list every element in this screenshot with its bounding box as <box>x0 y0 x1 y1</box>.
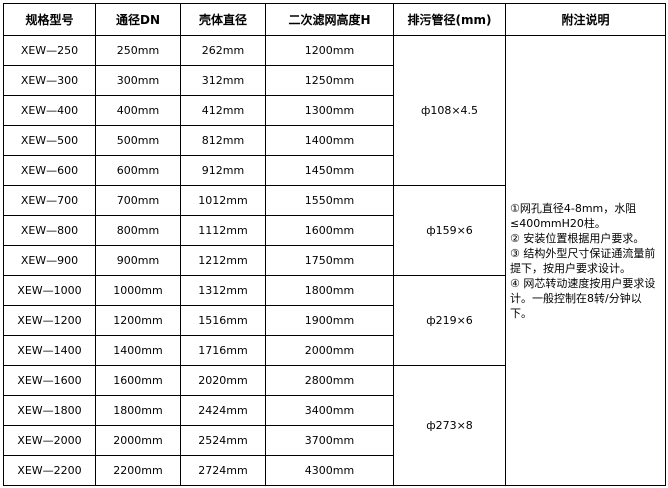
table-cell: 2000mm <box>265 335 394 366</box>
table-cell: 1600mm <box>95 365 181 396</box>
table-cell: 300mm <box>95 65 181 96</box>
table-cell: 700mm <box>95 185 181 216</box>
column-header: 排污管径(mm) <box>393 3 506 36</box>
table-row: XEW—1800 1800mm 2424mm 3400mm <box>3 395 666 426</box>
table-row: XEW—700 700mm 1012mm 1550mm ф159×6 <box>3 185 666 276</box>
table-cell: 400mm <box>95 95 181 126</box>
table-cell: 2200mm <box>95 455 181 486</box>
table-cell: 800mm <box>95 215 181 246</box>
table-cell: XEW—1200 <box>3 305 96 336</box>
column-header: 壳体直径 <box>180 3 266 36</box>
table-cell: 312mm <box>180 65 266 96</box>
table-row: XEW—400 400mm 412mm 1300mm <box>3 95 666 126</box>
drain-diameter-cell: ф159×6 <box>393 185 506 276</box>
table-cell: 1450mm <box>265 155 394 186</box>
table-cell: XEW—500 <box>3 125 96 156</box>
table-cell: 262mm <box>180 35 266 66</box>
table-cell: XEW—1400 <box>3 335 96 366</box>
table-row: XEW—500 500mm 812mm 1400mm <box>3 125 666 156</box>
table-cell: 1750mm <box>265 245 394 276</box>
note-item: ③ 结构外型尺寸保证通流量前提下，按用户要求设计。 <box>510 246 656 275</box>
table-cell: 1600mm <box>265 215 394 246</box>
table-row: XEW—1600 1600mm 2020mm 2800mm ф273×8 <box>3 365 666 486</box>
table-row: XEW—300 300mm 312mm 1250mm <box>3 65 666 96</box>
table-cell: 3700mm <box>265 425 394 456</box>
table-cell: 1212mm <box>180 245 266 276</box>
table-cell: 4300mm <box>265 455 394 486</box>
table-cell: 1716mm <box>180 335 266 366</box>
table-cell: XEW—250 <box>3 35 96 66</box>
table-cell: 1550mm <box>265 185 394 216</box>
table-cell: 1300mm <box>265 95 394 126</box>
table-cell: 2424mm <box>180 395 266 426</box>
column-header: 二次滤网高度H <box>265 3 394 36</box>
table-cell: XEW—1000 <box>3 275 96 306</box>
table-cell: 2800mm <box>265 365 394 396</box>
note-item: ①网孔直径4-8mm，水阻≤400mmH20柱。 <box>510 201 637 230</box>
drain-diameter-cell: ф273×8 <box>393 365 506 486</box>
table-cell: 600mm <box>95 155 181 186</box>
table-cell: 1312mm <box>180 275 266 306</box>
table-cell: 250mm <box>95 35 181 66</box>
table-cell: XEW—2200 <box>3 455 96 486</box>
table-row: XEW—900 900mm 1212mm 1750mm <box>3 245 666 276</box>
table-row: XEW—800 800mm 1112mm 1600mm <box>3 215 666 246</box>
table-cell: XEW—700 <box>3 185 96 216</box>
table-cell: XEW—600 <box>3 155 96 186</box>
column-header: 通径DN <box>95 3 181 36</box>
table-cell: XEW—1800 <box>3 395 96 426</box>
drain-diameter-cell: ф219×6 <box>393 275 506 366</box>
notes-cell: ①网孔直径4-8mm，水阻≤400mmH20柱。 ② 安装位置根据用户要求。 ③ 结… <box>505 35 666 486</box>
spec-table: 规格型号 通径DN 壳体直径 二次滤网高度H 排污管径(mm) 附注说明 XEW—250 2… <box>3 3 666 486</box>
table-row: XEW—2200 2200mm 2724mm 4300mm <box>3 455 666 486</box>
table-cell: XEW—1600 <box>3 365 96 396</box>
note-item: ④ 网芯转动速度按用户要求设计。一般控制在8转/分钟以下。 <box>510 276 656 320</box>
table-cell: 1112mm <box>180 215 266 246</box>
table-cell: 812mm <box>180 125 266 156</box>
drain-diameter-cell: ф108×4.5 <box>393 35 506 186</box>
table-cell: 900mm <box>95 245 181 276</box>
table-cell: XEW—400 <box>3 95 96 126</box>
table-cell: 1800mm <box>95 395 181 426</box>
table-cell: 1200mm <box>265 35 394 66</box>
table-cell: XEW—2000 <box>3 425 96 456</box>
table-cell: XEW—800 <box>3 215 96 246</box>
table-cell: 1200mm <box>95 305 181 336</box>
table-cell: 3400mm <box>265 395 394 426</box>
table-cell: XEW—300 <box>3 65 96 96</box>
table-cell: 1250mm <box>265 65 394 96</box>
table-cell: 1900mm <box>265 305 394 336</box>
table-row: XEW—2000 2000mm 2524mm 3700mm <box>3 425 666 456</box>
table-cell: 2000mm <box>95 425 181 456</box>
header-row: 规格型号 通径DN 壳体直径 二次滤网高度H 排污管径(mm) 附注说明 <box>3 3 666 36</box>
table-cell: XEW—900 <box>3 245 96 276</box>
table-cell: 1400mm <box>95 335 181 366</box>
table-cell: 1400mm <box>265 125 394 156</box>
note-item: ② 安装位置根据用户要求。 <box>510 231 645 245</box>
table-row: XEW—1000 1000mm 1312mm 1800mm ф219×6 <box>3 275 666 366</box>
column-header: 附注说明 <box>505 3 666 36</box>
table-cell: 912mm <box>180 155 266 186</box>
table-cell: 2724mm <box>180 455 266 486</box>
table-cell: 1012mm <box>180 185 266 216</box>
table-cell: 412mm <box>180 95 266 126</box>
column-header: 规格型号 <box>3 3 96 36</box>
table-cell: 2524mm <box>180 425 266 456</box>
table-cell: 500mm <box>95 125 181 156</box>
table-cell: 1000mm <box>95 275 181 306</box>
table-cell: 1800mm <box>265 275 394 306</box>
table-row: XEW—250 250mm 262mm 1200mm ф108×4.5 ①网孔直径4-8m… <box>3 35 666 486</box>
table-cell: 1516mm <box>180 305 266 336</box>
table-cell: 2020mm <box>180 365 266 396</box>
table-row: XEW—600 600mm 912mm 1450mm <box>3 155 666 186</box>
